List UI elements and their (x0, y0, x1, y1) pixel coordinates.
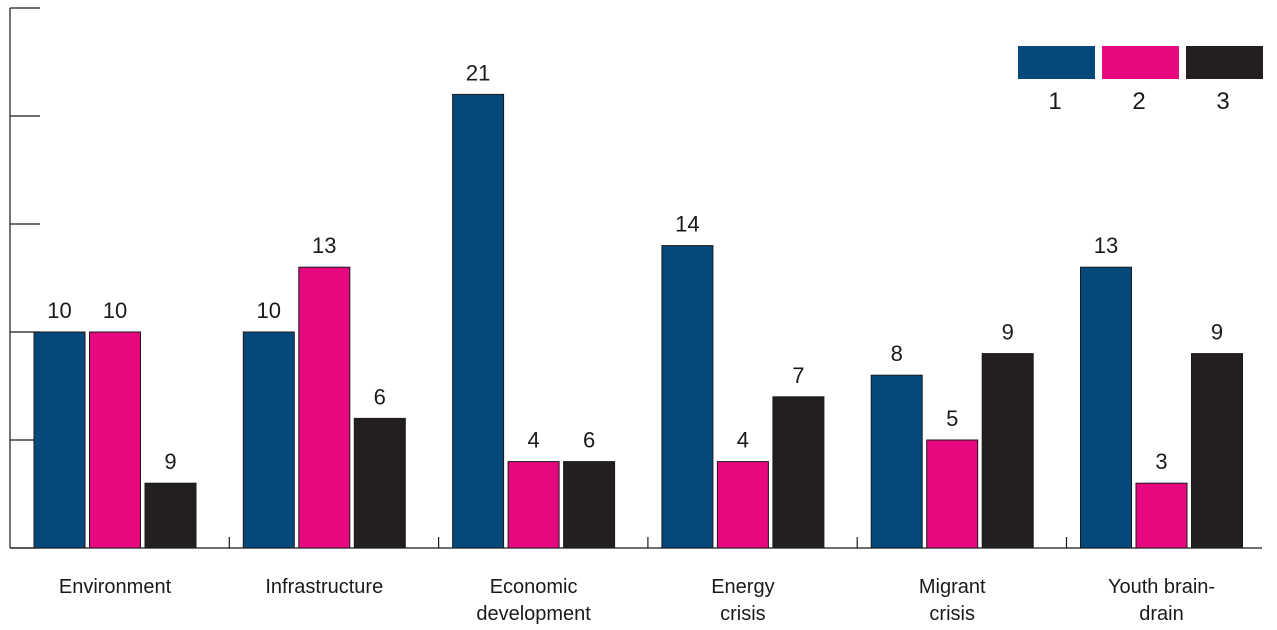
category-label: crisis (720, 603, 766, 625)
bar-series-1 (242, 331, 295, 549)
category-labels: Environment Infrastructure Economic develop… (59, 576, 1215, 625)
bar-series-2 (926, 439, 979, 549)
bar-series-2 (89, 331, 141, 549)
legend-label: 1 (1048, 88, 1061, 115)
data-label: 7 (792, 363, 804, 388)
category-label: Infrastructure (265, 576, 383, 598)
category-label: Economic (490, 576, 578, 598)
category-label: Energy (711, 576, 774, 598)
bar-series-1 (870, 374, 923, 549)
category-label: Environment (59, 576, 172, 598)
data-label: 3 (1155, 449, 1167, 474)
data-label: 14 (675, 212, 699, 237)
bar-series-2 (716, 461, 769, 549)
data-label: 13 (1094, 233, 1118, 258)
bar-series-2 (507, 461, 560, 549)
bar-series-3 (772, 396, 825, 549)
data-label: 9 (164, 449, 176, 474)
legend-swatch-1 (1018, 46, 1095, 79)
legend: 1 2 3 (1018, 46, 1263, 115)
bar-series-2 (298, 266, 351, 549)
bar-series-3 (144, 482, 197, 549)
category-label: development (476, 603, 591, 625)
legend-label: 2 (1132, 88, 1145, 115)
axes (9, 7, 1262, 549)
bars (33, 93, 1243, 549)
data-label: 6 (583, 428, 595, 453)
data-label: 4 (527, 428, 539, 453)
data-label: 6 (374, 384, 386, 409)
data-label: 21 (466, 60, 490, 85)
category-label: drain (1139, 603, 1183, 625)
legend-label: 3 (1216, 88, 1229, 115)
category-label: Youth brain- (1108, 576, 1215, 598)
legend-swatch-2 (1102, 46, 1179, 79)
bar-series-1 (661, 245, 714, 549)
data-label: 5 (946, 406, 958, 431)
bar-series-1 (33, 331, 86, 549)
data-label: 10 (257, 298, 281, 323)
bar-series-1 (1080, 266, 1132, 549)
data-label: 10 (103, 298, 127, 323)
category-label: crisis (929, 603, 975, 625)
legend-swatch-3 (1186, 46, 1263, 79)
bar-series-2 (1135, 482, 1188, 549)
category-label: Migrant (919, 576, 986, 598)
bar-series-1 (452, 93, 505, 549)
data-label: 4 (737, 428, 749, 453)
data-label: 13 (312, 233, 336, 258)
data-label: 8 (891, 341, 903, 366)
bar-series-3 (353, 417, 406, 549)
data-label: 10 (47, 298, 71, 323)
data-label: 9 (1002, 320, 1014, 345)
data-label: 9 (1211, 320, 1223, 345)
bar-series-3 (1191, 353, 1243, 549)
bar-series-3 (563, 461, 616, 549)
bar-series-3 (981, 353, 1034, 549)
